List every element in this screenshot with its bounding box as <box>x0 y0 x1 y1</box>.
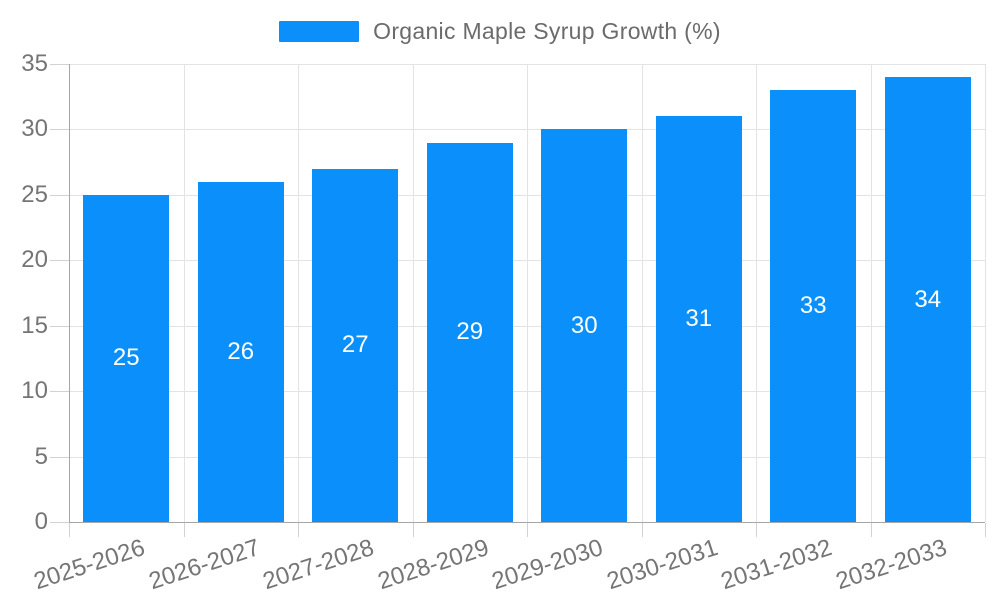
y-tick-label: 20 <box>21 246 48 274</box>
x-axis-tick <box>870 523 872 537</box>
y-tick-label: 5 <box>34 442 48 470</box>
y-axis-tick <box>50 325 69 327</box>
y-tick-label: 0 <box>34 508 48 535</box>
x-gridline <box>985 64 986 522</box>
legend-label: Organic Maple Syrup Growth (%) <box>373 18 721 44</box>
x-tick-label: 2028-2029 <box>374 534 493 596</box>
bar-value-label: 29 <box>456 318 484 346</box>
x-axis-tick <box>298 523 299 537</box>
y-axis-tick <box>50 522 69 523</box>
x-gridline <box>527 64 528 522</box>
x-tick-label: 2026-2027 <box>145 534 264 596</box>
y-axis-tick <box>50 391 69 393</box>
y-axis-tick <box>50 456 69 458</box>
x-tick-label: 2029-2030 <box>489 534 607 596</box>
y-axis-tick <box>50 260 69 262</box>
x-gridline <box>298 64 299 522</box>
y-axis-line <box>69 64 70 536</box>
x-axis-tick <box>69 523 70 537</box>
bar[interactable]: 29 <box>426 142 513 522</box>
bar[interactable]: 25 <box>83 194 170 522</box>
x-gridline <box>756 64 757 522</box>
legend-item-series[interactable]: Organic Maple Syrup Growth (%) <box>279 18 721 45</box>
bar-value-label: 31 <box>685 305 713 333</box>
x-tick-label: 2031-2032 <box>718 534 836 596</box>
x-axis-tick <box>412 523 414 537</box>
bar-value-label: 27 <box>341 331 369 359</box>
x-axis-tick <box>527 523 528 537</box>
bar[interactable]: 26 <box>197 181 284 522</box>
y-tick-label: 25 <box>21 180 48 208</box>
x-axis-line <box>50 522 985 523</box>
x-axis-tick <box>756 523 757 537</box>
x-axis-tick <box>641 523 643 537</box>
bar-value-label: 34 <box>914 285 942 313</box>
bar[interactable]: 27 <box>312 168 399 522</box>
x-tick-label: 2027-2028 <box>260 534 378 596</box>
legend-swatch <box>279 21 360 42</box>
x-axis-tick <box>183 523 185 537</box>
x-gridline <box>183 64 185 522</box>
y-axis-tick <box>50 129 69 131</box>
x-gridline <box>641 64 643 522</box>
y-axis-tick <box>50 64 69 65</box>
bar-value-label: 30 <box>570 311 598 339</box>
y-tick-label: 15 <box>21 311 48 339</box>
bar-value-label: 26 <box>227 337 255 365</box>
x-gridline <box>412 64 414 522</box>
plot-area: 25 26 27 29 30 31 33 34 <box>69 64 986 522</box>
y-tick-label: 30 <box>21 115 48 143</box>
bar[interactable]: 31 <box>655 116 742 522</box>
x-tick-label: 2032-2033 <box>832 534 951 596</box>
bar[interactable]: 34 <box>884 77 971 522</box>
x-tick-label: 2025-2026 <box>31 534 149 596</box>
x-gridline <box>870 64 872 522</box>
x-axis-tick <box>985 523 986 537</box>
y-axis-tick <box>50 194 69 196</box>
bar[interactable]: 33 <box>770 90 857 522</box>
legend: Organic Maple Syrup Growth (%) <box>0 18 1000 45</box>
x-tick-label: 2030-2031 <box>603 534 722 596</box>
bar-value-label: 33 <box>799 292 827 320</box>
bar-value-label: 25 <box>112 344 140 372</box>
y-tick-label: 10 <box>21 377 48 405</box>
bar[interactable]: 30 <box>541 129 628 522</box>
y-tick-label: 35 <box>21 50 48 77</box>
